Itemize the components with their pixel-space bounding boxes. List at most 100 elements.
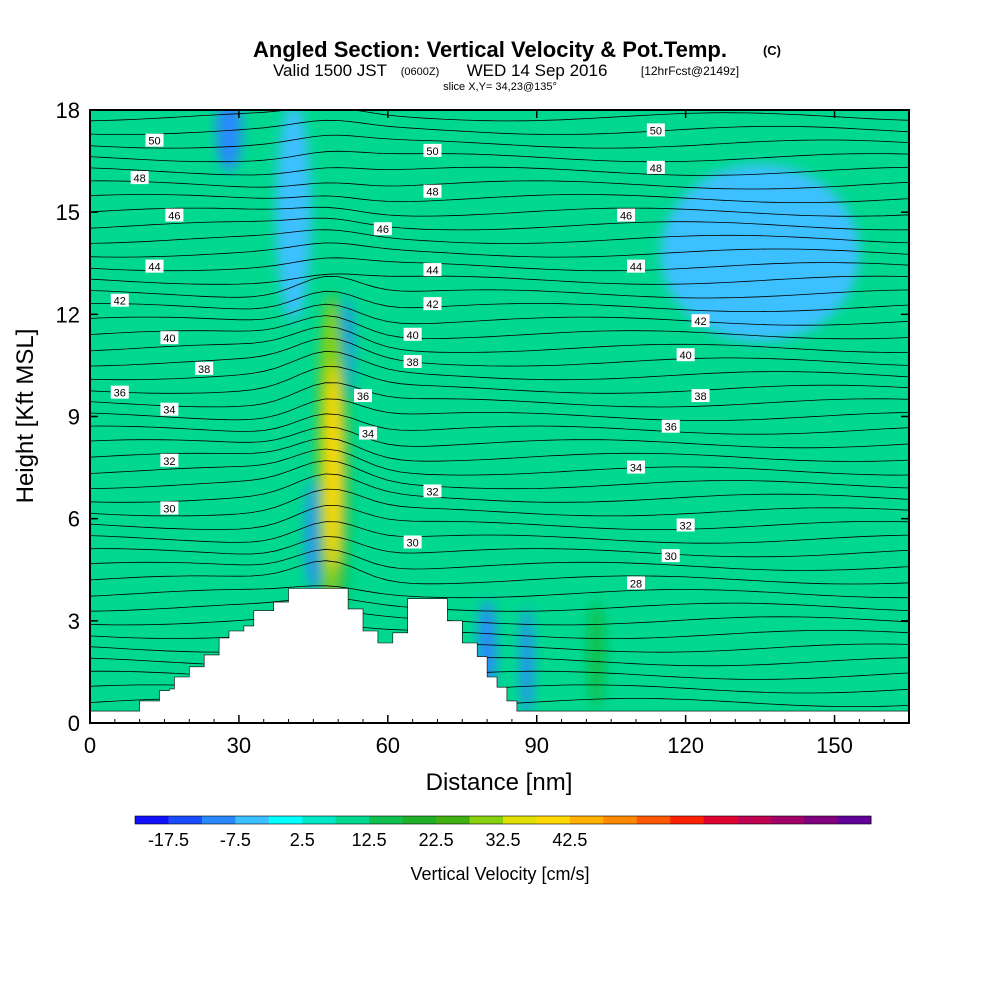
- colorbar-swatch-3: [235, 816, 270, 824]
- isentrope-line-23: [90, 365, 909, 394]
- colorbar-swatch-1: [168, 816, 203, 824]
- isentrope-line-19: [90, 426, 909, 449]
- isentrope-line-36: [90, 206, 909, 217]
- velocity-feature-1: [276, 110, 311, 322]
- isentrope-line-15: [90, 473, 909, 503]
- y-axis-label: Height [Kft MSL]: [12, 329, 39, 504]
- isentrope-line-20: [90, 413, 909, 435]
- contour-label-bg-16: [403, 327, 422, 341]
- contour-label-6: 38: [198, 364, 210, 376]
- contour-label-bg-9: [160, 453, 179, 467]
- contour-label-bg-19: [358, 426, 377, 440]
- contour-label-bg-11: [423, 143, 442, 157]
- contour-label-bg-18: [354, 389, 372, 403]
- contour-label-bg-12: [423, 184, 442, 198]
- contour-label-18: 36: [357, 391, 369, 403]
- velocity-feature-7: [432, 110, 463, 199]
- contour-label-bg-10: [160, 501, 179, 515]
- contour-label-bg-0: [145, 133, 164, 147]
- isentrope-line-35: [90, 217, 909, 231]
- contour-label-7: 36: [114, 388, 126, 400]
- colorbar-swatch-4: [268, 816, 303, 824]
- subtitle-utc: (0600Z): [401, 66, 440, 78]
- isentrope-line-14: [90, 488, 909, 517]
- y-tick-label-1: 3: [68, 609, 80, 634]
- plot-area: [90, 110, 909, 723]
- colorbar-swatch-12: [536, 816, 571, 824]
- colorbar-swatch-9: [436, 816, 471, 824]
- chart-title: Angled Section: Vertical Velocity & Pot.…: [253, 37, 727, 62]
- colorbar-tick-label-5: 32.5: [485, 830, 520, 850]
- isentrope-line-27: [90, 315, 909, 340]
- isentrope-line-18: [90, 437, 909, 462]
- contour-label-bg-22: [646, 123, 665, 137]
- contour-label-11: 50: [426, 146, 438, 158]
- contour-label-15: 42: [426, 299, 438, 311]
- contour-label-bg-30: [627, 460, 645, 474]
- velocity-feature-11: [587, 600, 606, 710]
- contour-label-bg-3: [145, 259, 164, 273]
- isentrope-line-22: [90, 382, 909, 408]
- colorbar-swatch-20: [804, 816, 839, 824]
- x-tick-label-5: 150: [816, 733, 853, 758]
- colorbar-swatch-16: [670, 816, 705, 824]
- isentrope-line-17: [90, 448, 909, 476]
- contour-label-bg-27: [676, 348, 695, 362]
- isentrope-line-11: [90, 535, 909, 558]
- contour-label-bg-14: [423, 263, 442, 277]
- contour-label-30: 34: [630, 463, 642, 475]
- isentrope-line-33: [90, 242, 909, 258]
- isentrope-line-42: [90, 119, 909, 135]
- isentrope-line-30: [90, 275, 909, 299]
- x-tick-label-0: 0: [84, 733, 96, 758]
- contour-label-2: 46: [168, 211, 180, 223]
- colorbar-tick-label-1: -7.5: [220, 830, 251, 850]
- colorbar-swatch-17: [703, 816, 738, 824]
- colorbar-swatch-0: [135, 816, 169, 824]
- colorbar-swatch-5: [302, 816, 337, 824]
- contour-label-5: 40: [163, 333, 175, 345]
- y-tick-label-0: 0: [68, 711, 80, 736]
- colorbar: -17.5 -7.5 2.5 12.5 22.5 32.5 42.5: [134, 815, 872, 850]
- isentrope-line-43: [90, 110, 909, 122]
- contour-label-bg-31: [676, 518, 695, 532]
- isentrope-line-5: [90, 625, 909, 639]
- colorbar-tick-label-2: 2.5: [290, 830, 315, 850]
- isentrope-line-38: [90, 180, 909, 190]
- contour-label-bg-17: [403, 355, 422, 369]
- colorbar-swatch-10: [469, 816, 504, 824]
- contour-label-bg-13: [373, 222, 392, 236]
- x-tick-label-3: 90: [524, 733, 548, 758]
- colorbar-swatch-14: [603, 816, 638, 824]
- isentrope-line-40: [90, 150, 909, 163]
- contour-label-bg-33: [627, 576, 645, 590]
- contour-label-20: 32: [426, 486, 438, 498]
- colorbar-swatch-7: [369, 816, 404, 824]
- colorbar-tick-label-6: 42.5: [552, 830, 587, 850]
- contour-label-19: 34: [362, 429, 374, 441]
- x-tick-label-1: 30: [227, 733, 251, 758]
- contour-label-3: 44: [148, 262, 160, 274]
- isentrope-line-25: [90, 337, 909, 367]
- velocity-feature-2: [520, 607, 533, 717]
- isentrope-line-41: [90, 134, 909, 149]
- contour-label-bg-26: [691, 314, 710, 328]
- contour-label-bg-24: [617, 208, 636, 222]
- contour-label-bg-29: [661, 419, 680, 433]
- isentrope-line-26: [90, 325, 909, 353]
- isentrope-line-28: [90, 303, 909, 326]
- contour-label-26: 42: [694, 316, 706, 328]
- isentrope-line-8: [90, 585, 909, 599]
- colorbar-swatch-8: [402, 816, 437, 824]
- contour-label-23: 48: [650, 163, 662, 175]
- isentrope-line-9: [90, 560, 909, 585]
- isentrope-line-21: [90, 398, 909, 421]
- contour-label-29: 36: [665, 422, 677, 434]
- contour-label-8: 34: [163, 405, 175, 417]
- contour-label-bg-25: [627, 259, 645, 273]
- colorbar-tick-label-0: -17.5: [148, 830, 189, 850]
- contour-label-bg-5: [160, 331, 179, 345]
- contour-label-32: 30: [665, 551, 677, 563]
- x-axis-label: Distance [nm]: [426, 769, 573, 796]
- contour-label-bg-8: [160, 402, 179, 416]
